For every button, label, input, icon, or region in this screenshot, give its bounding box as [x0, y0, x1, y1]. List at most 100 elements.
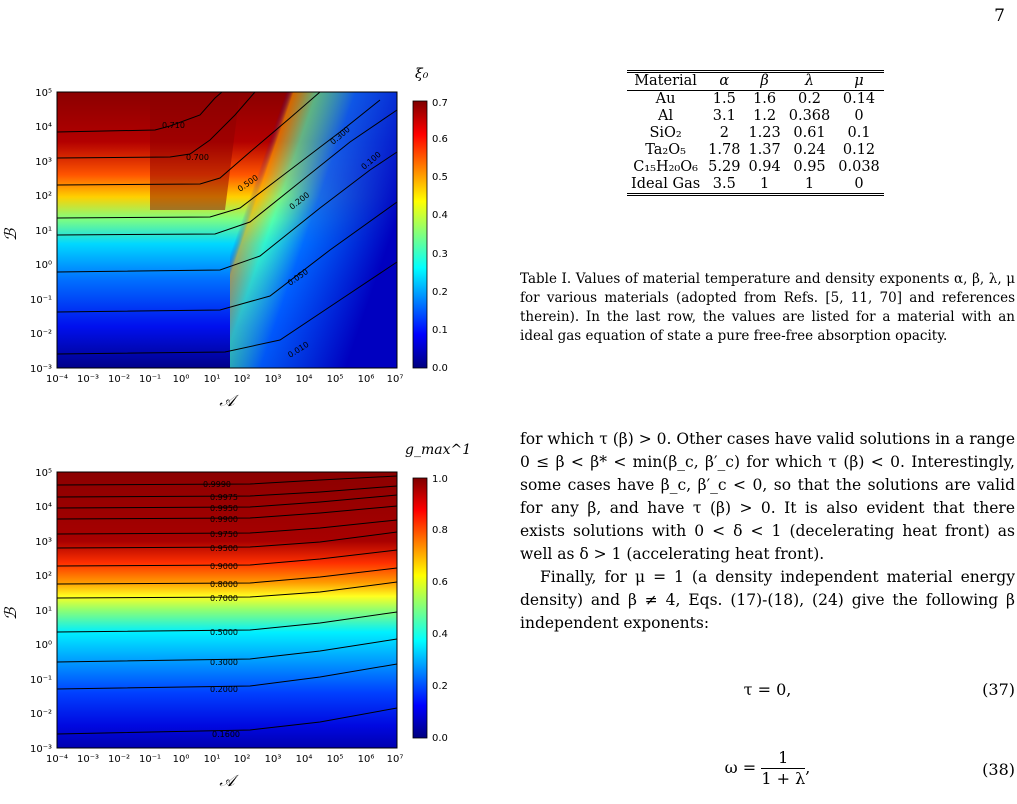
x-tick: 10⁶ [358, 754, 375, 765]
x-tick: 10⁴ [296, 374, 313, 385]
contour-label: 0.710 [162, 121, 185, 130]
contour-label: 0.9500 [210, 544, 238, 553]
contour-label: 0.5000 [210, 628, 238, 637]
table-cell: SiO₂ [649, 125, 682, 141]
table-cell: 0.94 [748, 159, 781, 175]
y-tick: 10⁻² [30, 709, 52, 720]
x-tick: 10⁵ [327, 754, 344, 765]
y-tick: 10⁴ [35, 502, 52, 513]
y-tick: 10¹ [35, 226, 52, 237]
x-tick: 10⁻¹ [139, 374, 161, 385]
y-tick: 10⁰ [35, 640, 52, 651]
contour-label: 0.1600 [212, 730, 240, 739]
table-caption: Table I. Values of material temperature … [520, 271, 1015, 344]
table-row: C₁₅H₂₀O₆ 5.29 0.94 0.95 0.038 [627, 159, 884, 176]
y-tick: 10³ [35, 157, 52, 168]
x-tick: 10¹ [204, 754, 221, 765]
table-cell: 5.29 [708, 159, 741, 175]
x-tick: 10⁻² [108, 374, 130, 385]
equation-38: ω = 1 1 + λ , (38) [520, 748, 1015, 794]
table-cell: 1.23 [748, 125, 781, 141]
x-tick: 10⁰ [173, 374, 190, 385]
x-tick: 10⁶ [358, 374, 375, 385]
contour-label: 0.9750 [210, 530, 238, 539]
contour-label: 0.700 [186, 153, 209, 162]
table-header: β [744, 73, 785, 91]
table-cell: 0.14 [842, 91, 876, 107]
contour-label: 0.9900 [210, 515, 238, 524]
table-cell: 0.61 [793, 125, 826, 141]
table-cell: Al [658, 108, 674, 124]
x-tick: 10⁴ [296, 754, 313, 765]
contour-label: 0.7000 [210, 594, 238, 603]
table-row: Ta₂O₅ 1.78 1.37 0.24 0.12 [627, 142, 884, 159]
table-row: Al 3.1 1.2 0.368 0 [627, 108, 884, 125]
table-cell: 0.038 [838, 159, 880, 175]
denominator: 1 + λ [761, 768, 806, 788]
colorbar-tick: 1.0 [432, 474, 448, 485]
y-tick: 10² [35, 191, 52, 202]
equation-tail: , [805, 758, 811, 777]
equation-number: (37) [982, 680, 1015, 699]
y-tick: 10¹ [35, 606, 52, 617]
contour-label: 0.9950 [210, 504, 238, 513]
table-cell: 3.5 [712, 176, 736, 192]
x-tick: 10³ [265, 374, 282, 385]
colorbar-tick: 0.3 [432, 249, 448, 260]
contour-label: 0.3000 [210, 658, 238, 667]
colorbar [412, 477, 428, 739]
y-tick: 10⁻³ [30, 744, 52, 755]
colorbar-tick: 0.2 [432, 287, 448, 298]
table-header: α [704, 73, 745, 91]
colorbar-tick: 0.6 [432, 134, 448, 145]
x-tick: 10⁷ [387, 374, 404, 385]
colorbar-tick: 0.0 [432, 363, 448, 374]
x-tick: 10² [234, 754, 251, 765]
y-tick: 10⁰ [35, 260, 52, 271]
x-tick: 10⁵ [327, 374, 344, 385]
x-tick: 10¹ [204, 374, 221, 385]
y-tick: 10⁴ [35, 122, 52, 133]
y-axis-label: ℬ [1, 606, 20, 620]
table-cell: 1.6 [753, 91, 777, 107]
colorbar-tick: 0.8 [432, 525, 448, 536]
equation-number: (38) [982, 760, 1015, 779]
paragraph: for which τ (β) > 0. Other cases have va… [520, 430, 1015, 563]
figure-bottom: 0.9990 0.9975 0.9950 0.9900 0.9750 0.950… [1, 442, 470, 790]
table-header: λ [784, 73, 835, 91]
equation-fraction: 1 1 + λ [761, 748, 806, 789]
x-tick: 10³ [265, 754, 282, 765]
table-cell: 0 [854, 108, 864, 124]
y-tick: 10⁻¹ [30, 675, 52, 686]
colorbar-tick: 0.4 [432, 629, 448, 640]
numerator: 1 [778, 748, 789, 767]
colorbar-title: ξ₀ [415, 66, 429, 82]
y-tick: 10⁵ [35, 468, 52, 479]
x-tick: 10⁻⁴ [46, 374, 68, 385]
y-tick: 10⁵ [35, 88, 52, 99]
x-axis-label: 𝒜 [219, 771, 239, 790]
page-number: 7 [994, 6, 1005, 26]
colorbar [412, 100, 428, 369]
y-axis-label: ℬ [1, 227, 20, 241]
table-cell: Ta₂O₅ [645, 142, 686, 158]
table-row: Ideal Gas 3.5 1 1 0 [627, 176, 884, 193]
contour-label: 0.9975 [210, 493, 238, 502]
table-cell: 0.2 [797, 91, 822, 107]
figure-top: 0.710 0.700 0.500 0.300 0.200 0.100 0.05… [1, 66, 448, 410]
colorbar-tick: 0.6 [432, 577, 448, 588]
table-header: μ [834, 73, 884, 91]
table-cell: 0.95 [793, 159, 826, 175]
colorbar-tick: 0.1 [432, 325, 448, 336]
table-cell: 3.1 [712, 108, 736, 124]
table-cell: C₁₅H₂₀O₆ [633, 159, 698, 175]
x-tick: 10⁻³ [77, 754, 99, 765]
materials-table: Material α β λ μ Au 1.5 1.6 0.2 0.14 Al 3.1 1.… [627, 70, 884, 196]
colorbar-title: g_max^1/4 [405, 442, 470, 458]
y-tick: 10³ [35, 537, 52, 548]
contour-label: 0.8000 [210, 580, 238, 589]
table-row: SiO₂ 2 1.23 0.61 0.1 [627, 125, 884, 142]
x-tick: 10⁻² [108, 754, 130, 765]
x-axis-label: 𝒜 [219, 391, 239, 410]
y-tick: 10⁻³ [30, 364, 52, 375]
